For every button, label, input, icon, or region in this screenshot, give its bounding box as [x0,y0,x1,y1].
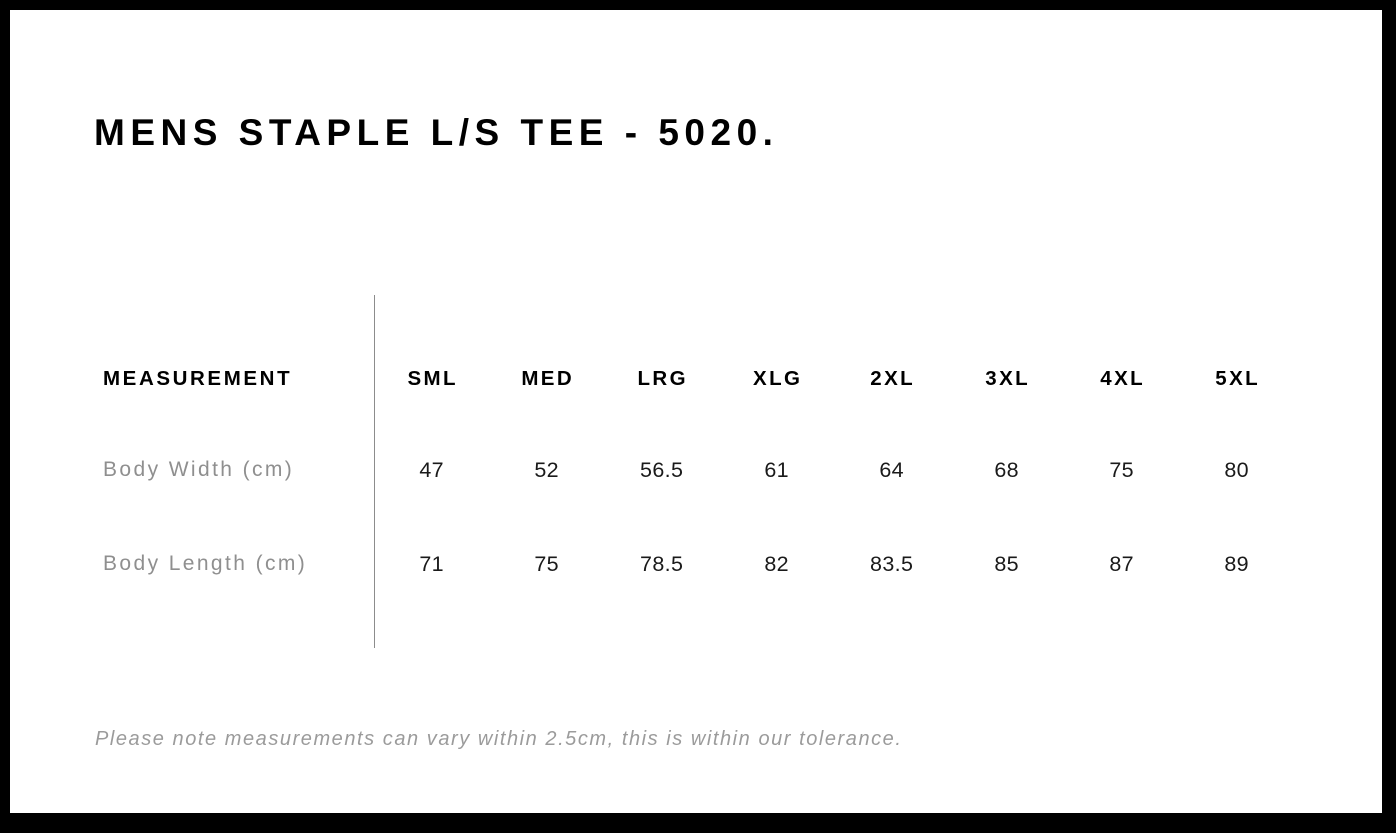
row-values-body-length: 71 75 78.5 82 83.5 85 87 89 [374,552,1294,577]
row-label-body-width: Body Width (cm) [103,458,295,481]
cell-body-length-4xl: 87 [1109,551,1135,576]
cell-body-width-3xl: 68 [994,457,1020,482]
column-header-2xl: 2XL [870,367,916,390]
column-header-3xl: 3XL [985,367,1031,390]
cell-body-width-5xl: 80 [1224,457,1250,482]
table-row: Body Width (cm) 47 52 56.5 61 64 68 75 8… [94,450,1294,490]
cell-body-width-4xl: 75 [1109,457,1135,482]
column-header-xlg: XLG [753,367,803,390]
size-header-cells: SML MED LRG XLG 2XL 3XL 4XL 5XL [374,367,1294,391]
column-header-lrg: LRG [637,367,688,390]
column-header-measurement: MEASUREMENT [103,367,293,390]
size-chart-frame: MENS STAPLE L/S TEE - 5020. MEASUREMENT … [10,10,1382,813]
column-header-5xl: 5XL [1215,367,1261,390]
cell-body-width-med: 52 [534,457,560,482]
page-title: MENS STAPLE L/S TEE - 5020. [94,112,779,153]
cell-body-length-xlg: 82 [764,551,790,576]
cell-body-length-5xl: 89 [1224,551,1250,576]
row-label-body-length: Body Length (cm) [103,552,308,575]
cell-body-length-3xl: 85 [994,551,1020,576]
table-column-divider [374,295,375,648]
row-values-body-width: 47 52 56.5 61 64 68 75 80 [374,458,1294,483]
cell-body-width-2xl: 64 [879,457,905,482]
column-header-med: MED [521,367,575,390]
table-header-row: MEASUREMENT SML MED LRG XLG 2XL 3XL 4XL … [94,359,1294,399]
cell-body-length-sml: 71 [419,551,445,576]
column-header-sml: SML [407,367,458,390]
cell-body-width-xlg: 61 [764,457,790,482]
cell-body-width-lrg: 56.5 [639,457,684,482]
cell-body-length-lrg: 78.5 [639,551,684,576]
tolerance-footnote: Please note measurements can vary within… [95,728,903,750]
cell-body-width-sml: 47 [419,457,445,482]
column-header-4xl: 4XL [1100,367,1146,390]
cell-body-length-med: 75 [534,551,560,576]
cell-body-length-2xl: 83.5 [869,551,914,576]
table-row: Body Length (cm) 71 75 78.5 82 83.5 85 8… [94,544,1294,584]
